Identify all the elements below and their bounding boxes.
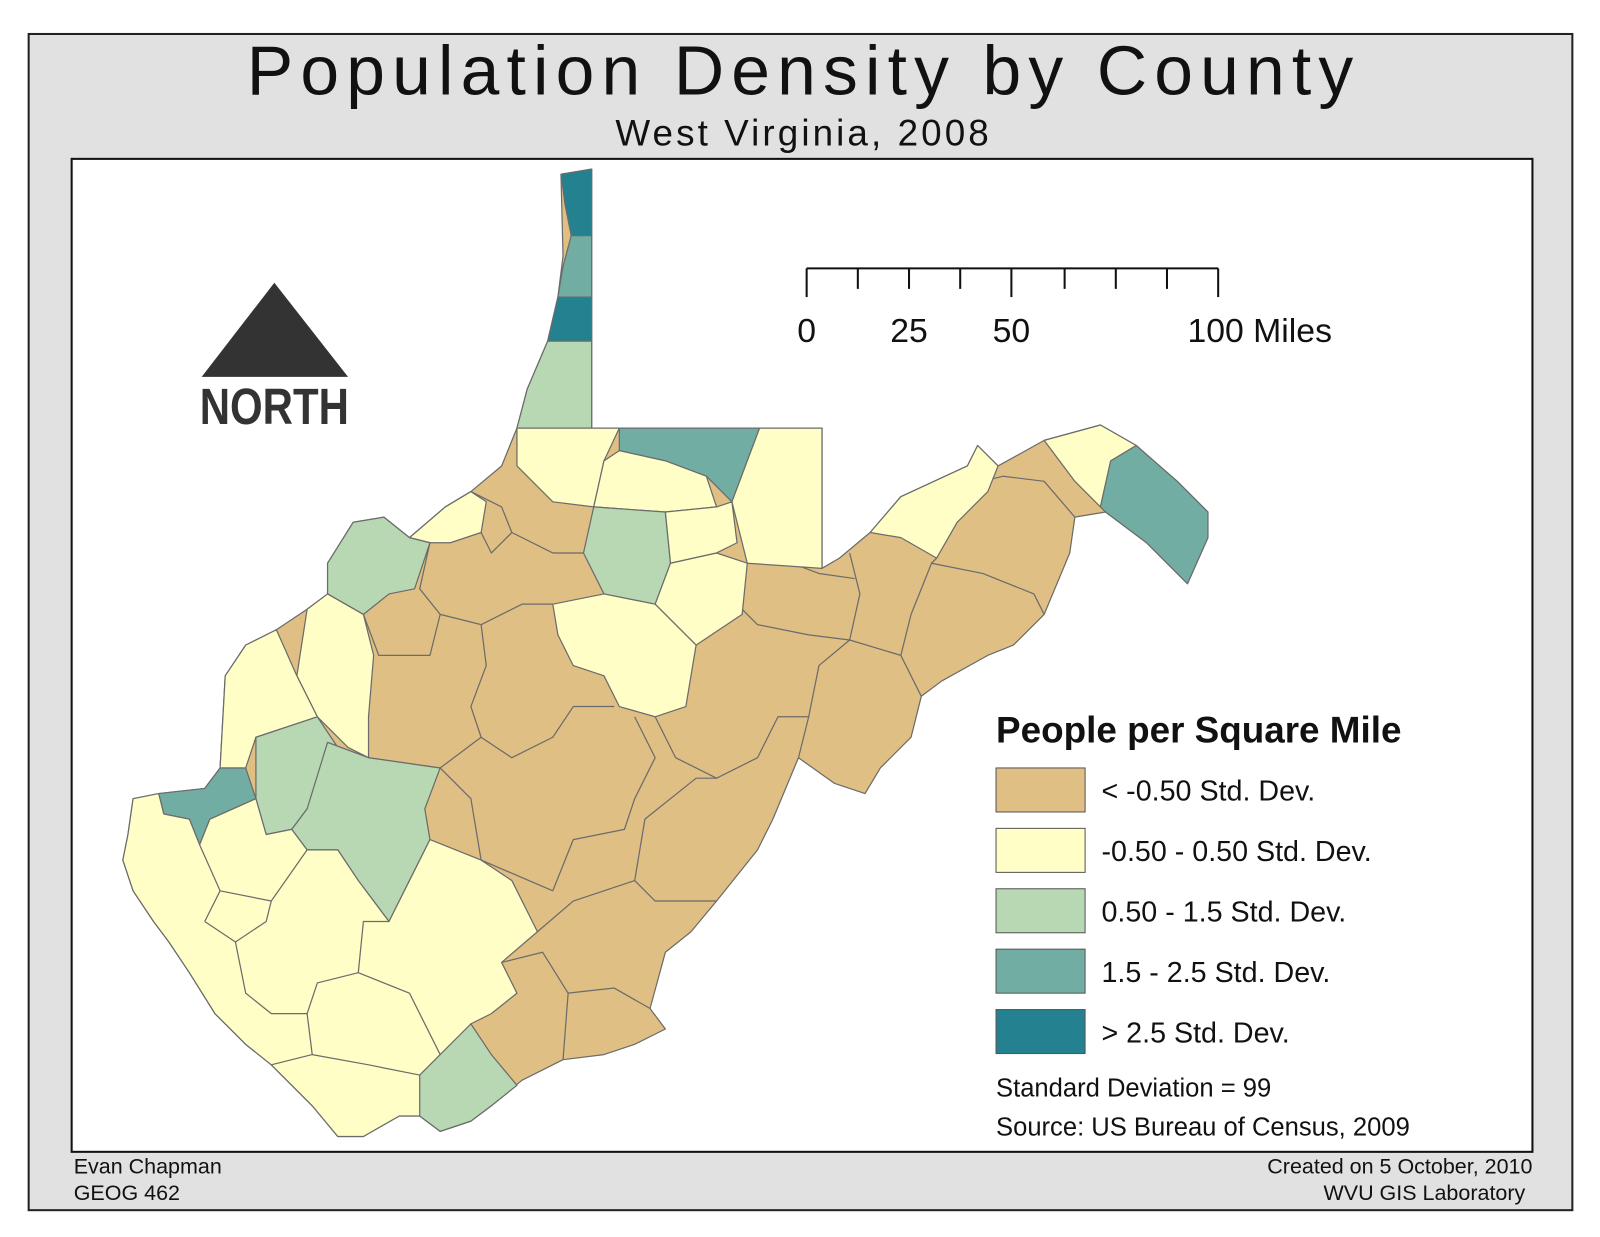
north-label: NORTH [200, 378, 349, 435]
county-boundary [900, 557, 938, 656]
legend-label: > 2.5 Std. Dev. [1101, 1017, 1289, 1049]
north-arrow-triangle [201, 282, 349, 377]
county-boundary [234, 920, 389, 1015]
footer-course: GEOG 462 [74, 1181, 180, 1205]
map-title: Population Density by County [247, 31, 1361, 109]
legend-swatch [995, 827, 1086, 873]
north-arrow: NORTH [200, 282, 349, 435]
county [122, 792, 539, 1138]
county-boundary [797, 639, 851, 758]
county [731, 427, 823, 569]
county [419, 1023, 518, 1132]
county-boundary [480, 603, 553, 626]
county-boundary [439, 716, 656, 892]
legend: People per Square Mile < -0.50 Std. Dev.… [995, 709, 1401, 1055]
county-boundary [511, 531, 584, 554]
map-subtitle: West Virginia, 2008 [615, 113, 992, 154]
scale-labels: 0 25 50 100 Miles [797, 312, 1332, 350]
legend-swatch [995, 1009, 1086, 1055]
county-boundary [312, 1053, 420, 1076]
scale-label: 0 [797, 312, 816, 350]
county-boundary [419, 542, 615, 759]
legend-label: 0.50 - 1.5 Std. Dev. [1101, 897, 1346, 929]
legend-title: People per Square Mile [996, 709, 1401, 750]
county-boundary [634, 777, 717, 881]
county-boundary [654, 716, 809, 779]
note: Standard Deviation = 99 [996, 1075, 1271, 1103]
footer-created: Created on 5 October, 2010 [1267, 1154, 1532, 1178]
county-boundary [204, 900, 272, 943]
scale-label: 100 Miles [1187, 312, 1332, 350]
legend-swatch [995, 888, 1086, 934]
county [408, 490, 487, 544]
county [869, 444, 999, 559]
county-boundary [362, 614, 441, 656]
county-boundary [537, 879, 717, 933]
legend-swatch [995, 948, 1086, 994]
footer-author: Evan Chapman [74, 1154, 222, 1178]
legend-swatch [995, 767, 1086, 813]
footer-lab: WVU GIS Laboratory [1323, 1181, 1525, 1205]
legend-label: 1.5 - 2.5 Std. Dev. [1101, 957, 1330, 989]
scale-label: 25 [890, 312, 928, 350]
county-boundary [358, 972, 441, 1055]
scale-label: 50 [993, 312, 1031, 350]
note: Source: US Bureau of Census, 2009 [996, 1113, 1410, 1141]
state-map [122, 168, 1209, 1138]
scale-bar [805, 267, 1220, 298]
legend-label: < -0.50 Std. Dev. [1101, 776, 1315, 808]
county-boundary [931, 562, 1045, 615]
legend-label: -0.50 - 0.50 Std. Dev. [1101, 836, 1371, 868]
county [552, 593, 697, 718]
county-boundary [501, 951, 569, 1060]
county [1099, 444, 1209, 585]
county [326, 516, 431, 616]
county-boundary [568, 987, 651, 1010]
